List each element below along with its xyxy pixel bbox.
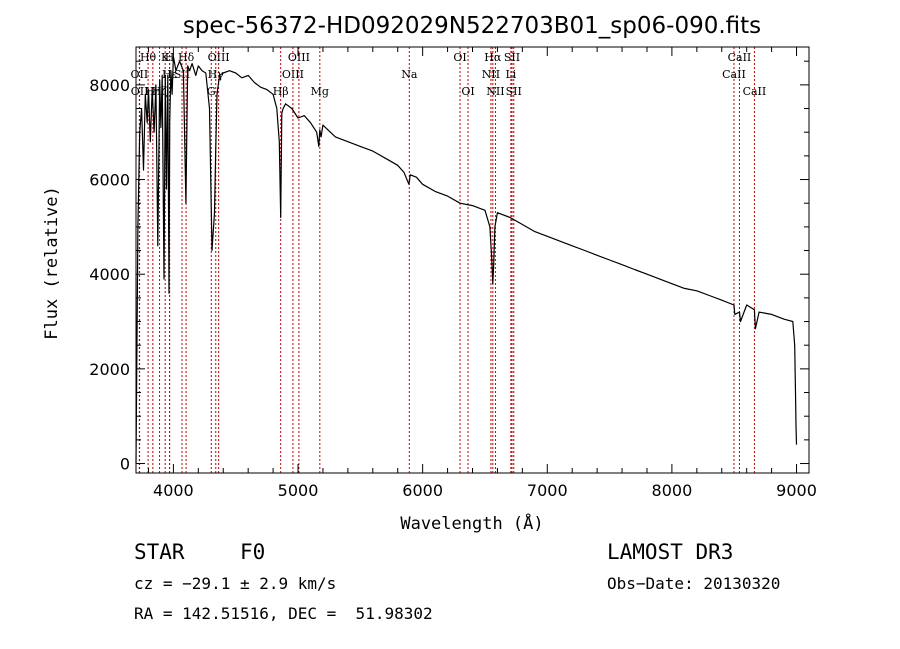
spectrum-series <box>135 55 798 464</box>
line-label: Mg <box>311 85 329 98</box>
y-tick-label: 6000 <box>89 171 130 190</box>
line-label: Li <box>505 68 516 81</box>
line-label: SII <box>506 85 522 98</box>
y-tick-label: 2000 <box>89 360 130 379</box>
line-label: K <box>161 51 170 64</box>
line-label: NII <box>482 68 500 81</box>
line-label: H <box>165 51 175 64</box>
x-tick-label: 9000 <box>776 481 817 500</box>
line-label: CaII <box>722 68 746 81</box>
x-tick-label: 7000 <box>527 481 568 500</box>
x-tick-label: 5000 <box>278 481 319 500</box>
spectrum-line <box>135 55 798 464</box>
line-label: CaII <box>743 85 767 98</box>
y-axis-ticks: 0 2000 4000 6000 8000 <box>89 60 809 474</box>
line-label: NII <box>486 85 504 98</box>
coordinates: RA = 142.51516, DEC = 51.98302 <box>134 604 433 623</box>
line-label: G <box>207 85 216 98</box>
plot-frame <box>135 46 810 474</box>
line-label: SII <box>504 51 520 64</box>
line-label: OIII <box>282 68 304 81</box>
line-label: OI <box>461 85 474 98</box>
y-tick-label: 8000 <box>89 76 130 95</box>
x-tick-label: 6000 <box>402 481 443 500</box>
x-axis-label: Wavelength (Å) <box>400 512 543 534</box>
observation-date: Obs−Date: 20130320 <box>607 574 781 593</box>
line-label: Hα <box>484 51 502 64</box>
y-tick-label: 0 <box>120 455 130 474</box>
spectral-line-markers <box>138 47 755 473</box>
line-label: CaII <box>728 51 752 64</box>
object-class: STAR <box>134 540 185 564</box>
line-label: OIII <box>208 51 230 64</box>
spectral-line-labels: HθOIIOIIHηHζKHHεSIIHδGHγOIIIHβOIIIOIIIMg… <box>131 51 767 98</box>
line-label: SII <box>174 68 190 81</box>
y-tick-label: 4000 <box>89 265 130 284</box>
line-label: OIII <box>288 51 310 64</box>
x-tick-label: 4000 <box>153 481 194 500</box>
line-label: OII <box>131 85 149 98</box>
survey-name: LAMOST DR3 <box>607 540 734 564</box>
x-tick-label: 8000 <box>652 481 693 500</box>
x-axis-ticks: 4000 5000 6000 7000 8000 9000 <box>147 47 817 500</box>
line-label: Hδ <box>178 51 195 64</box>
chart-title: spec-56372-HD092029N522703B01_sp06-090.f… <box>183 13 761 39</box>
line-label: OII <box>131 68 149 81</box>
line-label: OI <box>453 51 466 64</box>
y-axis-label: Flux (relative) <box>42 186 62 340</box>
line-label: Hθ <box>140 51 157 64</box>
line-label: Hγ <box>208 68 225 81</box>
line-label: Hβ <box>273 85 289 98</box>
line-label: Na <box>401 68 418 81</box>
object-subclass: F0 <box>240 540 266 564</box>
redshift-cz: cz = −29.1 ± 2.9 km/s <box>134 574 337 593</box>
